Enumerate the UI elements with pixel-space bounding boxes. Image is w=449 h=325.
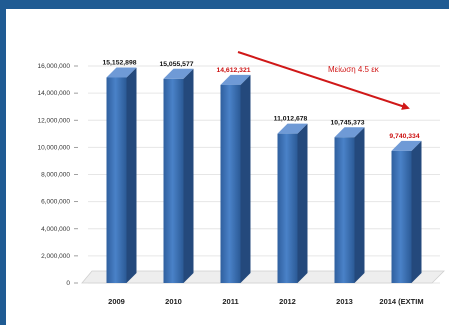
- gridlines: [88, 65, 440, 284]
- annotation-text: Mείωση 4.5 εκ: [328, 65, 380, 74]
- y-tick-label: 16,000,000: [37, 63, 70, 70]
- bar-front: [220, 84, 241, 283]
- x-tick-label: 2013: [336, 297, 353, 306]
- decrease-arrow: [237, 51, 410, 110]
- bar: [334, 127, 365, 284]
- data-label: 15,055,577: [159, 61, 193, 68]
- x-tick-label: 2009: [108, 297, 125, 306]
- bar-front: [391, 150, 412, 283]
- bar-side: [126, 67, 137, 283]
- bar-front: [106, 77, 127, 283]
- bar-front: [163, 78, 184, 283]
- y-tick-label: 8,000,000: [41, 172, 70, 179]
- x-tick-label: 2014 (EXTIM: [379, 297, 423, 306]
- bar: [391, 140, 422, 283]
- data-label: 11,012,678: [274, 116, 308, 123]
- data-labels: 15,152,898 15,055,577 14,612,321 11,012,678…: [102, 59, 419, 139]
- y-axis: 0 2,000,000 4,000,000 6,000,000 8,000,000 10,…: [37, 63, 78, 287]
- bar: [106, 67, 137, 283]
- data-label: 10,745,373: [330, 119, 364, 126]
- annotation: Mείωση 4.5 εκ: [237, 51, 410, 110]
- bars: [106, 67, 422, 284]
- bar-top: [163, 68, 194, 79]
- y-tick-label: 0: [66, 280, 70, 287]
- y-tick-label: 12,000,000: [37, 117, 70, 124]
- data-label: 9,740,334: [389, 133, 419, 140]
- y-tick-label: 4,000,000: [41, 226, 70, 233]
- bar-top: [220, 74, 251, 85]
- bar-front: [277, 133, 298, 283]
- y-tick-label: 2,000,000: [41, 253, 70, 260]
- data-label: 15,152,898: [102, 59, 136, 66]
- bar-side: [240, 74, 251, 283]
- y-tick-label: 10,000,000: [37, 144, 70, 151]
- x-axis: 2009 2010 2011 2012 2013 2014 (EXTIM: [108, 297, 423, 306]
- bar-side: [297, 123, 308, 283]
- y-tick-label: 14,000,000: [37, 90, 70, 97]
- bar: [220, 74, 251, 283]
- bar: [163, 68, 194, 283]
- bar-side: [354, 127, 365, 284]
- x-tick-label: 2012: [279, 297, 296, 306]
- bar: [277, 123, 308, 283]
- data-label: 14,612,321: [216, 67, 250, 74]
- bar-side: [411, 140, 422, 283]
- x-tick-label: 2011: [222, 297, 238, 306]
- y-tick-label: 6,000,000: [41, 199, 70, 206]
- bar-top: [106, 67, 137, 78]
- bar-top: [277, 123, 308, 134]
- bar-side: [183, 68, 194, 283]
- bar-top: [391, 140, 422, 151]
- bar-top: [334, 127, 365, 138]
- bar-front: [334, 137, 355, 283]
- x-tick-label: 2010: [165, 297, 182, 306]
